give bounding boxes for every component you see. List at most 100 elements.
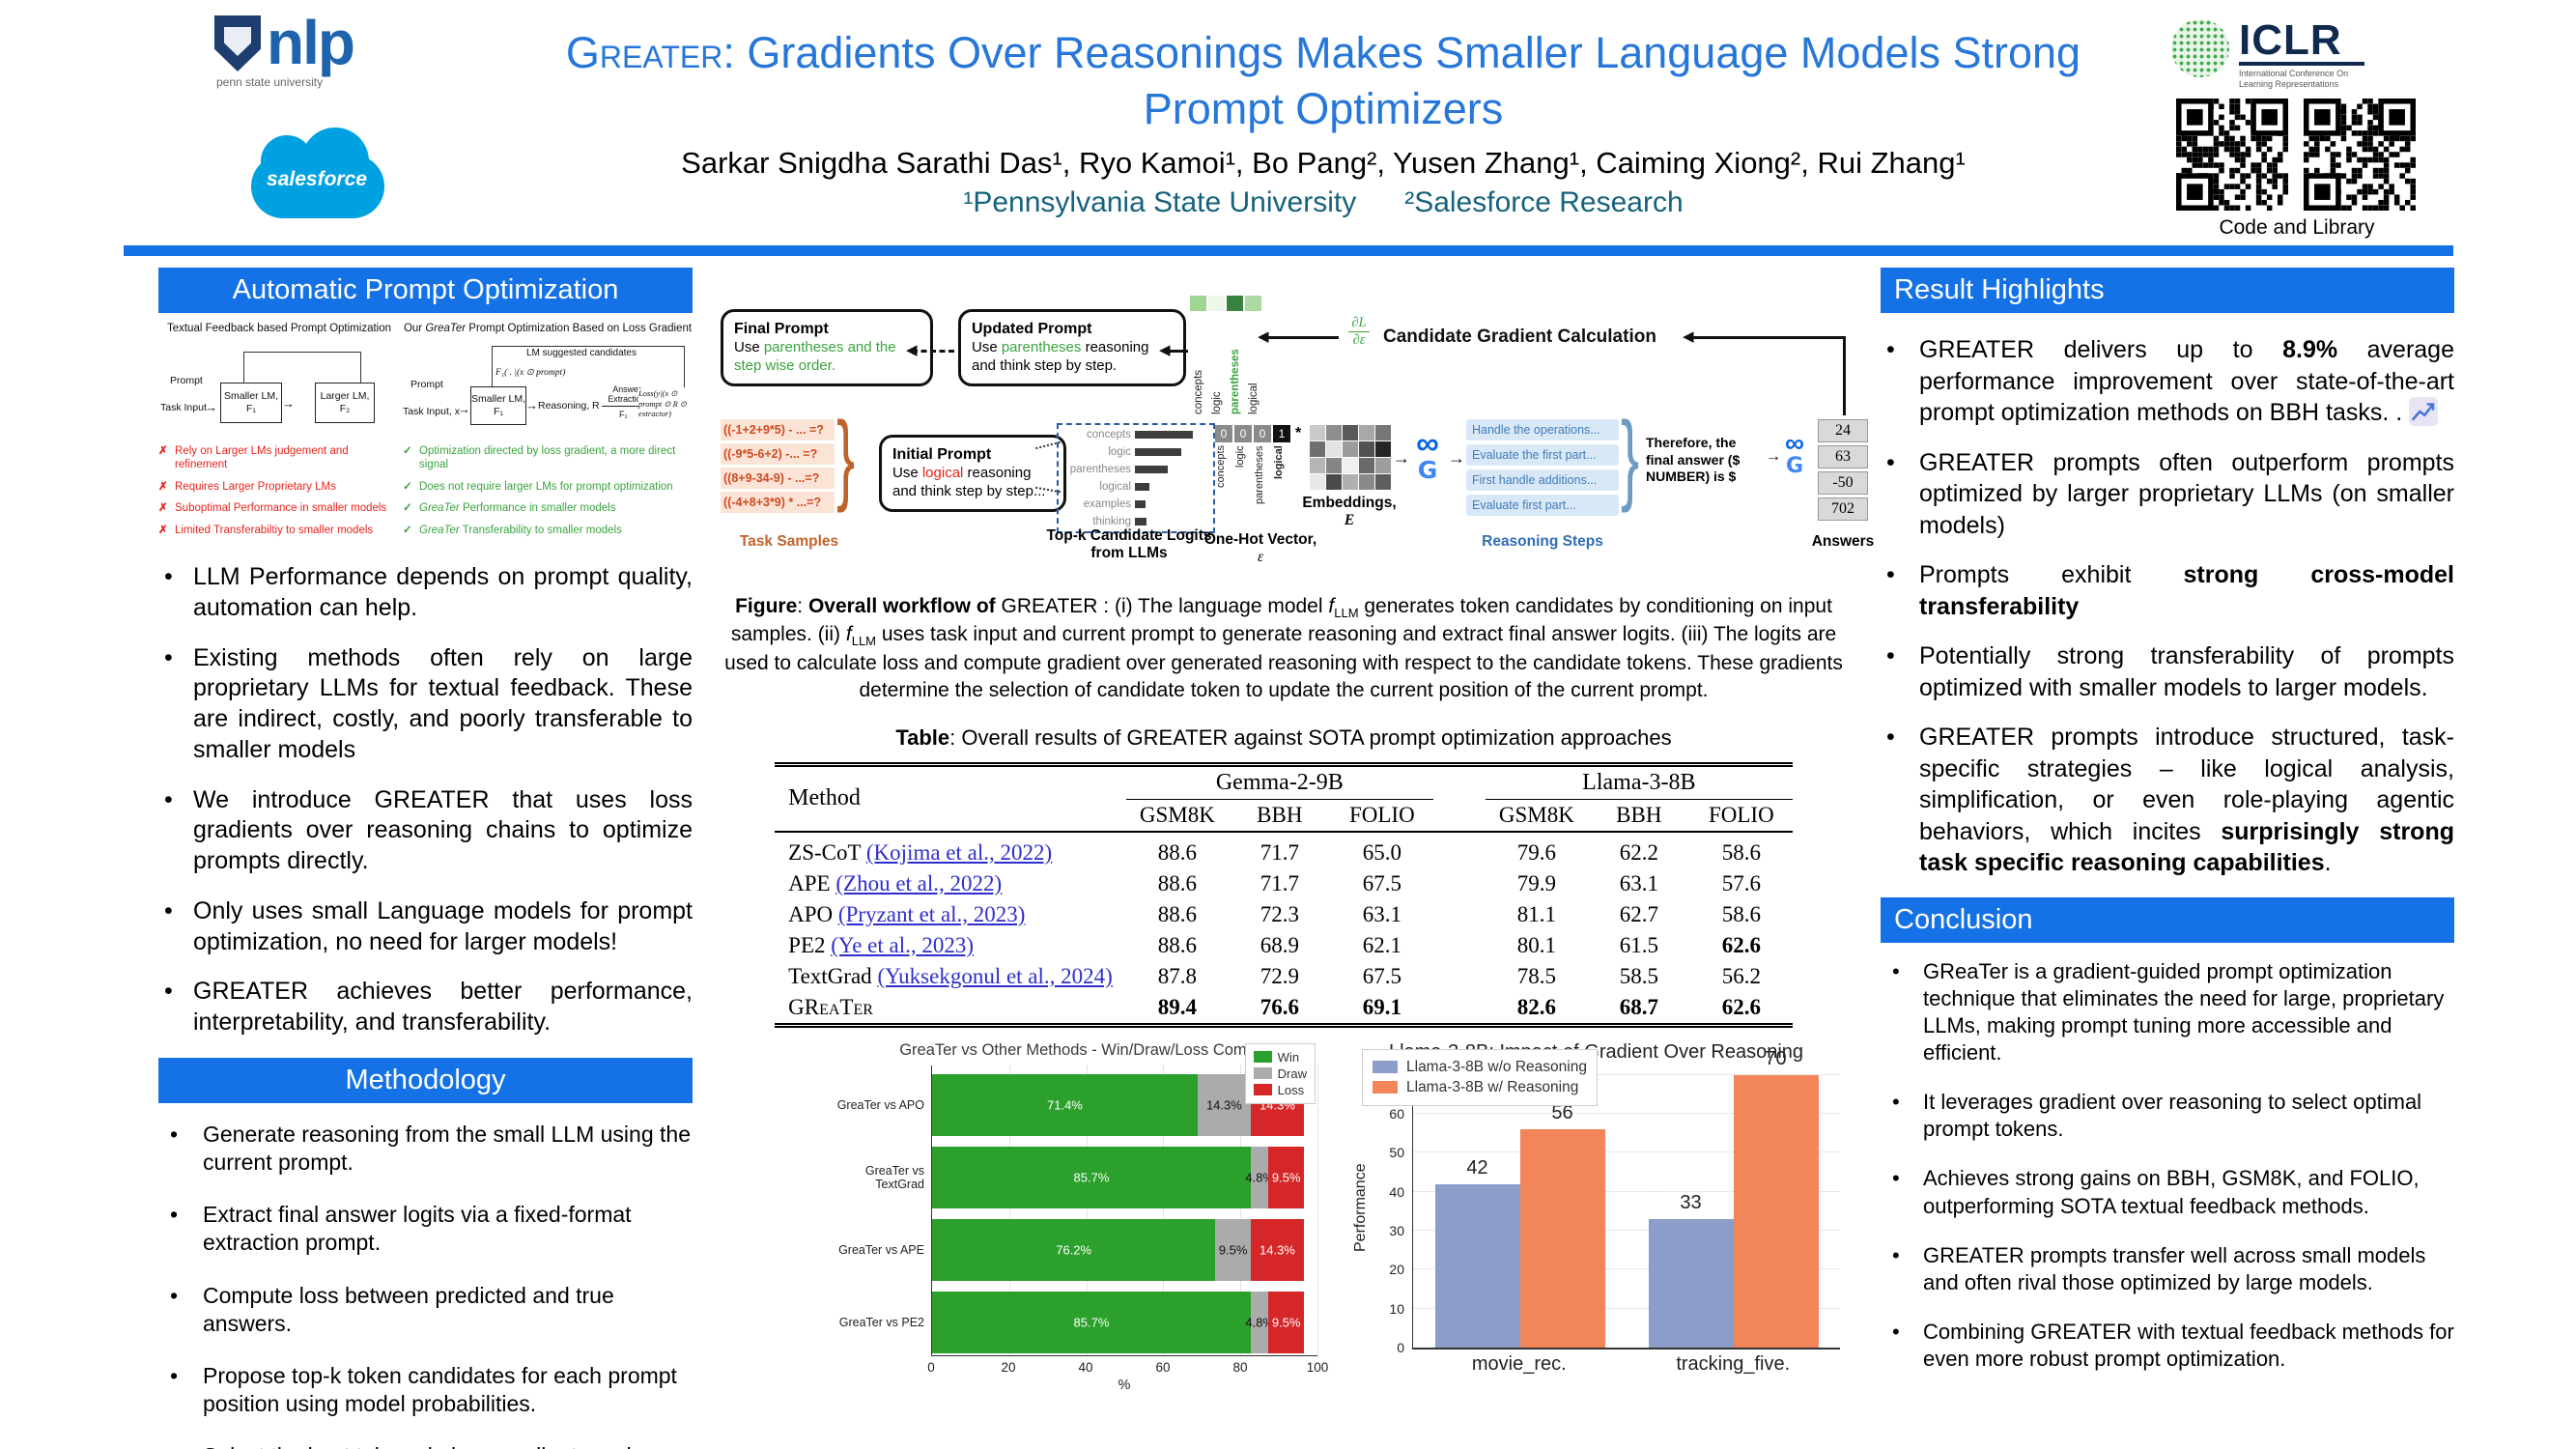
partial-l: ∂L [1348, 315, 1370, 332]
embedding-cell [1375, 474, 1391, 490]
task-sample: ((8+9-34-9) - ...=? [721, 468, 835, 489]
gridline [1413, 1307, 1840, 1309]
table-cell: 67.5 [1362, 963, 1401, 988]
bar-group: 33 70 [1648, 1048, 1819, 1348]
candidate-formula: F₁( . |(x ⊙ prompt) [495, 367, 566, 378]
citation-link[interactable]: (Pryzant et al., 2023) [837, 901, 1026, 926]
table-cell: 78.5 [1516, 963, 1556, 988]
penn-state-nlp-logo: nlp penn state university [214, 12, 398, 114]
legend-entry: Win [1253, 1050, 1307, 1065]
table-cell: 58.6 [1721, 901, 1761, 926]
gridline [1008, 1065, 1010, 1355]
section-header-automatic-prompt-optimization: Automatic Prompt Optimization [158, 268, 693, 313]
bar-segment-loss: 9.5% [1268, 1146, 1304, 1208]
intro-bullet: GREATER achieves better performance, int… [158, 977, 693, 1038]
token-cell [1245, 296, 1261, 311]
gridline [1086, 1065, 1088, 1355]
prompt-label: Prompt [410, 379, 443, 390]
value-label: 9.5% [1271, 1170, 1301, 1185]
value-label: 9.5% [1271, 1315, 1301, 1330]
arrow-icon: → [282, 396, 295, 411]
table-cell: 87.8 [1157, 963, 1197, 988]
iclr-logo-text: ICLR [2239, 19, 2364, 66]
right-column: Result Highlights GREATER delivers up to… [1881, 268, 2454, 1395]
panel-title: Our GreaTer Prompt Optimization Based on… [403, 323, 693, 334]
con-item: Requires Larger Proprietary LMs [158, 480, 400, 495]
topk-token-label: examples [1083, 498, 1131, 510]
chart-increasing-icon [2409, 397, 2439, 426]
arrowhead-icon: ◀ [1683, 328, 1694, 345]
one-hot-cell: 0 [1234, 425, 1252, 442]
token-label: logic [1210, 391, 1223, 414]
value-label: 4.8% [1245, 1315, 1274, 1330]
task-brace: } [836, 402, 856, 514]
citation-link[interactable]: (Kojima et al., 2022) [865, 839, 1053, 865]
candidate-loop-line [492, 346, 685, 387]
result-bullet: Prompts exhibit strong cross-model trans… [1881, 559, 2454, 622]
y-tick: 60 [1389, 1106, 1404, 1122]
topk-logit-bar [1135, 483, 1149, 491]
center-column: Final Prompt Use parentheses and the ste… [717, 290, 1874, 1393]
method-name: APO [788, 901, 834, 926]
one-hot-cell: 0 [1254, 425, 1271, 442]
y-tick: 20 [1389, 1262, 1404, 1278]
embedding-cell [1326, 425, 1342, 440]
conclusion-bullet: Achieves strong gains on BBH, GSM8K, and… [1881, 1165, 2454, 1219]
table-cell: 58.6 [1721, 839, 1761, 865]
table-cell: 62.1 [1362, 932, 1401, 957]
category-label: tracking_five. [1676, 1352, 1791, 1375]
pro-item: Optimization directed by loss gradient, … [403, 444, 693, 472]
reasoning-step: Evaluate first part... [1466, 495, 1619, 516]
charts-row: GreaTer vs Other Methods - Win/Draw/Loss… [823, 1041, 1851, 1393]
table-cell: 65.0 [1362, 839, 1401, 865]
topk-logit-bar [1135, 448, 1181, 456]
bar: 70 [1733, 1048, 1819, 1348]
bar-segment-draw: 9.5% [1215, 1218, 1251, 1281]
bar-segment-draw: 14.3% [1197, 1073, 1251, 1136]
method-name: ZS-CoT [788, 839, 862, 865]
table-row: APE (Zhou et al., 2022) 88.6 71.7 67.5 79.9 6… [775, 868, 1793, 899]
citation-link[interactable]: (Yuksekgonul et al., 2024) [877, 963, 1113, 988]
table-cell: 68.7 [1619, 994, 1658, 1019]
task-input-label: Task Input, x [403, 406, 460, 417]
task-sample: ((-1+2+9*5) - ... =? [721, 419, 835, 440]
section-header-result-highlights: Result Highlights [1881, 268, 2454, 313]
topk-token-label: parentheses [1069, 464, 1131, 475]
value-label: 42 [1466, 1156, 1488, 1179]
reasoning-step: First handle additions... [1466, 469, 1619, 491]
table-row: TextGrad (Yuksekgonul et al., 2024) 87.8 7… [775, 961, 1793, 992]
legend: Llama-3-8B w/o Reasoning Llama-3-8B w/ Re… [1362, 1048, 1598, 1106]
x-tick: 80 [1232, 1359, 1248, 1375]
topk-token-label: logical [1099, 481, 1131, 493]
table-cell: 63.1 [1619, 870, 1658, 895]
column-header: BBH [1228, 799, 1331, 833]
answers-return-line [1688, 336, 1845, 339]
methodology-bullet: Extract final answer logits via a fixed-… [158, 1201, 693, 1257]
table-cell: 82.6 [1516, 994, 1556, 1019]
embeddings-label: Embeddings, E [1296, 495, 1402, 529]
result-highlight-bullets: GREATER delivers up to 8.9% average perf… [1881, 334, 2454, 879]
legend-entry: Llama-3-8B w/o Reasoning [1373, 1059, 1587, 1076]
table-cell: 68.9 [1260, 932, 1299, 957]
final-prompt-text: Use parentheses and the step wise order. [734, 339, 896, 374]
embedding-cell [1326, 474, 1342, 490]
gridline [1163, 1065, 1165, 1355]
topk-logit-bar [1135, 518, 1146, 526]
pros-list: Optimization directed by loss gradient, … [403, 444, 693, 545]
salesforce-logo: salesforce [249, 128, 390, 232]
topk-row: logical [1063, 481, 1208, 493]
citation-link[interactable]: (Ye et al., 2023) [831, 932, 975, 957]
penn-state-shield-icon [214, 15, 261, 71]
embedding-cell [1326, 441, 1342, 457]
table-cell: 62.6 [1721, 994, 1761, 1019]
arrow-icon: → [205, 400, 217, 414]
iclr-logo: ICLR International Conference On Learnin… [2171, 19, 2471, 90]
arrow-line [1165, 350, 1188, 353]
chart-title: GreaTer vs Other Methods - Win/Draw/Loss… [899, 1040, 1299, 1059]
column-header-method: Method [775, 764, 1126, 833]
greater-diagram: LM suggested candidates F₁( . |(x ⊙ prom… [403, 342, 693, 442]
citation-link[interactable]: (Zhou et al., 2022) [835, 870, 1003, 895]
win-draw-loss-chart: GreaTer vs Other Methods - Win/Draw/Loss… [823, 1040, 1329, 1393]
bar-segment-win: 85.7% [932, 1291, 1251, 1353]
bar-segment-loss: 14.3% [1250, 1218, 1304, 1281]
